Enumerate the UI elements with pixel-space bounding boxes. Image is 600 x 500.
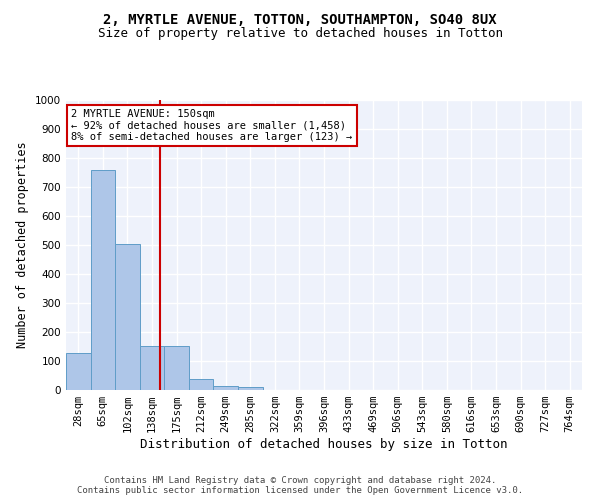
Text: Contains HM Land Registry data © Crown copyright and database right 2024.
Contai: Contains HM Land Registry data © Crown c… [77,476,523,495]
Text: 2 MYRTLE AVENUE: 150sqm
← 92% of detached houses are smaller (1,458)
8% of semi-: 2 MYRTLE AVENUE: 150sqm ← 92% of detache… [71,108,352,142]
Bar [115,244,140,390]
Text: 2, MYRTLE AVENUE, TOTTON, SOUTHAMPTON, SO40 8UX: 2, MYRTLE AVENUE, TOTTON, SOUTHAMPTON, S… [103,12,497,26]
Text: Size of property relative to detached houses in Totton: Size of property relative to detached ho… [97,28,503,40]
Bar [66,353,91,390]
Y-axis label: Number of detached properties: Number of detached properties [16,142,29,348]
Bar [91,170,115,390]
Bar [189,379,214,390]
Bar [140,346,164,390]
Bar [238,388,263,390]
Bar [164,346,189,390]
X-axis label: Distribution of detached houses by size in Totton: Distribution of detached houses by size … [140,438,508,451]
Bar [214,386,238,390]
